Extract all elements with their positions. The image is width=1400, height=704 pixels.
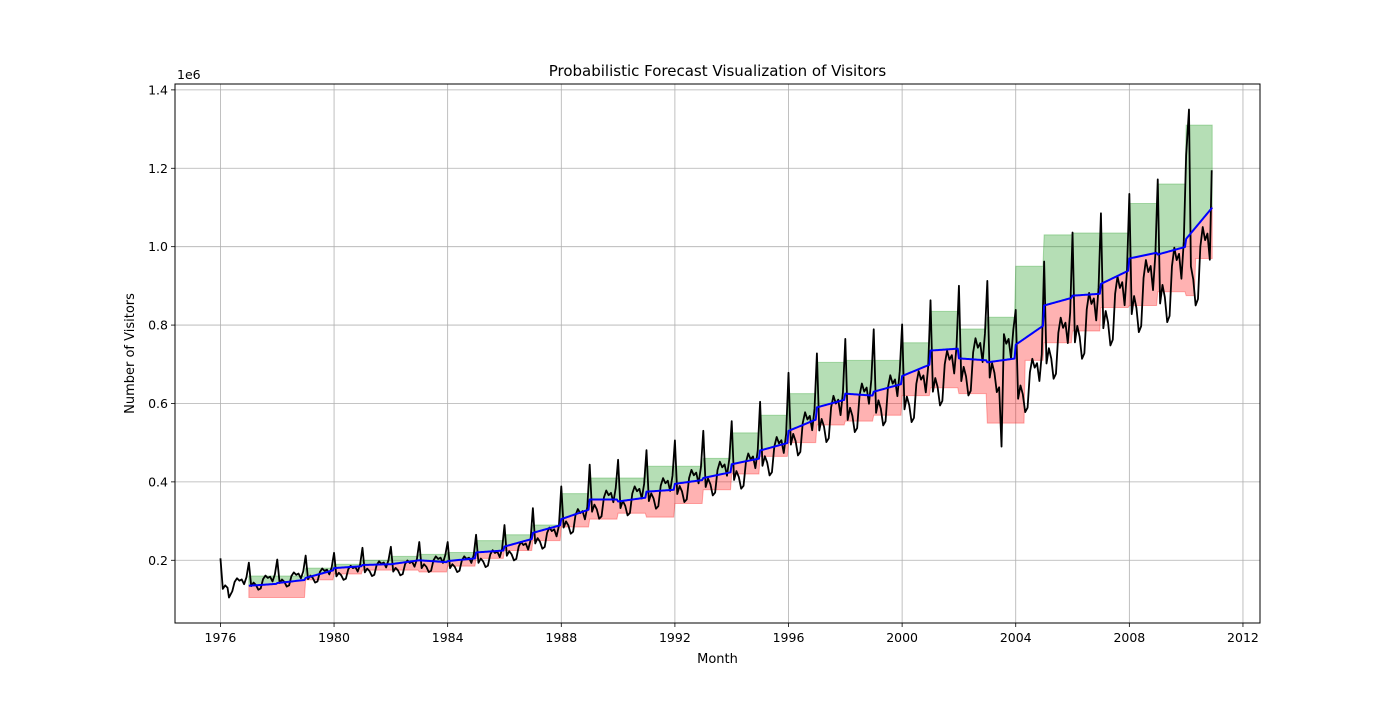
x-tick-label: 2012 [1227, 630, 1259, 645]
x-tick-label: 1992 [659, 630, 691, 645]
y-axis-offset-label: 1e6 [177, 67, 201, 82]
actual-visitors-line [219, 108, 1213, 599]
x-axis-label: Month [697, 652, 738, 667]
series-lines [219, 108, 1213, 599]
x-tick-label: 2008 [1113, 630, 1145, 645]
y-tick-label: 0.4 [148, 474, 168, 489]
y-axis-label: Number of Visitors [123, 293, 138, 414]
y-tick-label: 1.2 [148, 161, 168, 176]
x-tick-label: 1984 [432, 630, 464, 645]
median-forecast-line [248, 206, 1213, 587]
y-tick-label: 1.0 [148, 239, 168, 254]
plot-background [175, 84, 1260, 623]
y-tick-label: 0.2 [148, 553, 168, 568]
chart-title: Probabilistic Forecast Visualization of … [549, 62, 887, 80]
y-tick-label: 0.6 [148, 396, 168, 411]
x-tick-label: 1996 [773, 630, 805, 645]
x-tick-label: 2004 [1000, 630, 1032, 645]
x-tick-label: 1976 [205, 630, 237, 645]
x-tick-label: 2000 [886, 630, 918, 645]
x-tick-label: 1988 [545, 630, 577, 645]
plot-frame [174, 83, 1261, 624]
axes-ticks: 1976 1980 1984 1988 1992 1996 2000 2004 2008 2012… [148, 82, 1259, 645]
x-tick-label: 1980 [318, 630, 350, 645]
y-tick-label: 0.8 [148, 318, 168, 333]
grid [175, 84, 1260, 623]
y-tick-label: 1.4 [148, 82, 168, 97]
